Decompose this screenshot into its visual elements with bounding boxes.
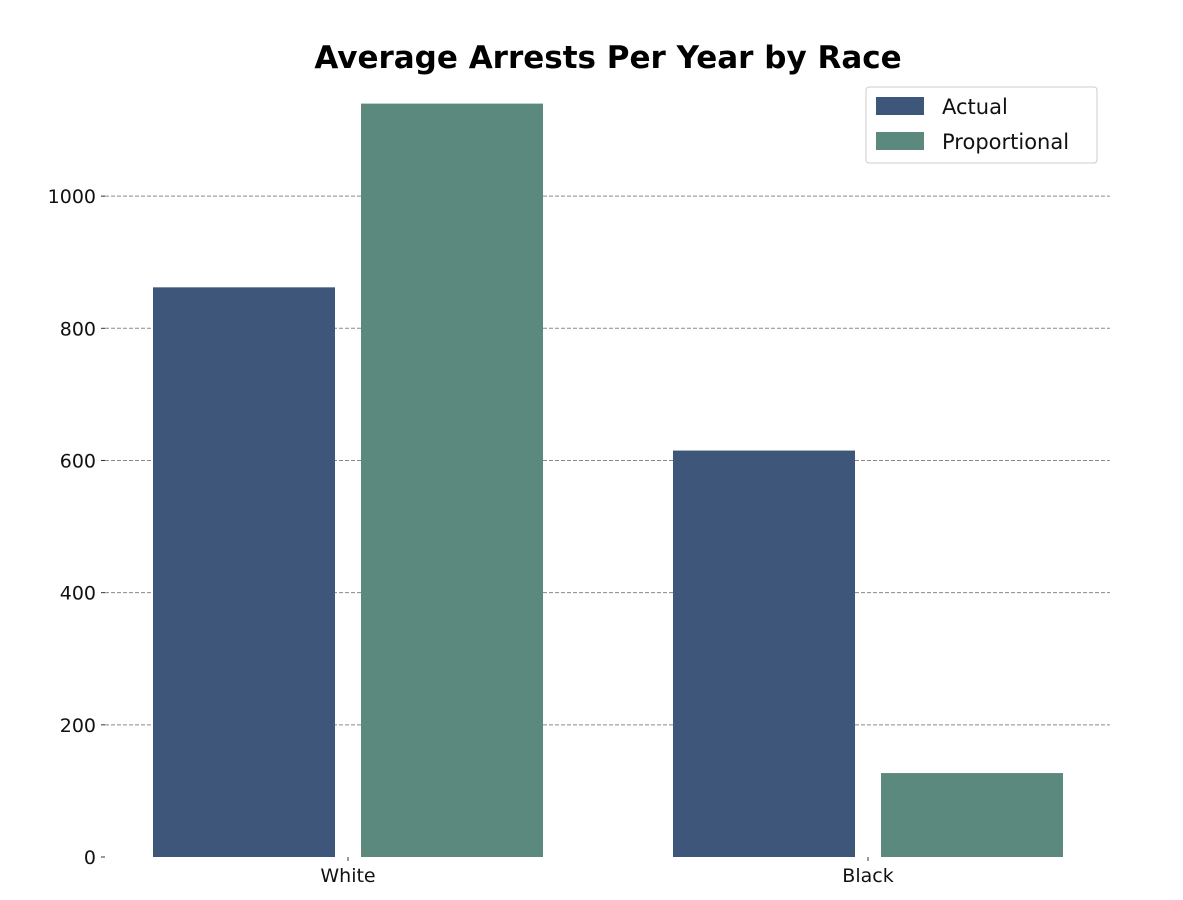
legend: Actual Proportional bbox=[865, 86, 1098, 164]
axes: 0 200 400 600 800 1000 White Black bbox=[48, 186, 894, 887]
y-tick-label: 400 bbox=[60, 583, 96, 605]
chart-title: Average Arrests Per Year by Race bbox=[314, 40, 901, 76]
legend-swatch-actual bbox=[876, 97, 924, 115]
bar-actual-white bbox=[153, 287, 335, 857]
y-tick-label: 0 bbox=[84, 847, 96, 869]
legend-label-actual: Actual bbox=[942, 95, 1008, 119]
x-tick-label: White bbox=[320, 865, 375, 887]
grid-lines bbox=[105, 195, 1110, 726]
bar-proportional-white bbox=[361, 103, 543, 857]
y-tick-label: 800 bbox=[60, 318, 96, 340]
legend-swatch-proportional bbox=[876, 132, 924, 150]
bar-actual-black bbox=[673, 450, 855, 857]
bars bbox=[153, 103, 1063, 857]
y-tick-label: 1000 bbox=[48, 186, 96, 208]
bar-proportional-black bbox=[881, 773, 1063, 857]
legend-label-proportional: Proportional bbox=[942, 130, 1069, 154]
y-tick-label: 600 bbox=[60, 450, 96, 472]
x-tick-label: Black bbox=[842, 865, 893, 887]
y-tick-label: 200 bbox=[60, 715, 96, 737]
